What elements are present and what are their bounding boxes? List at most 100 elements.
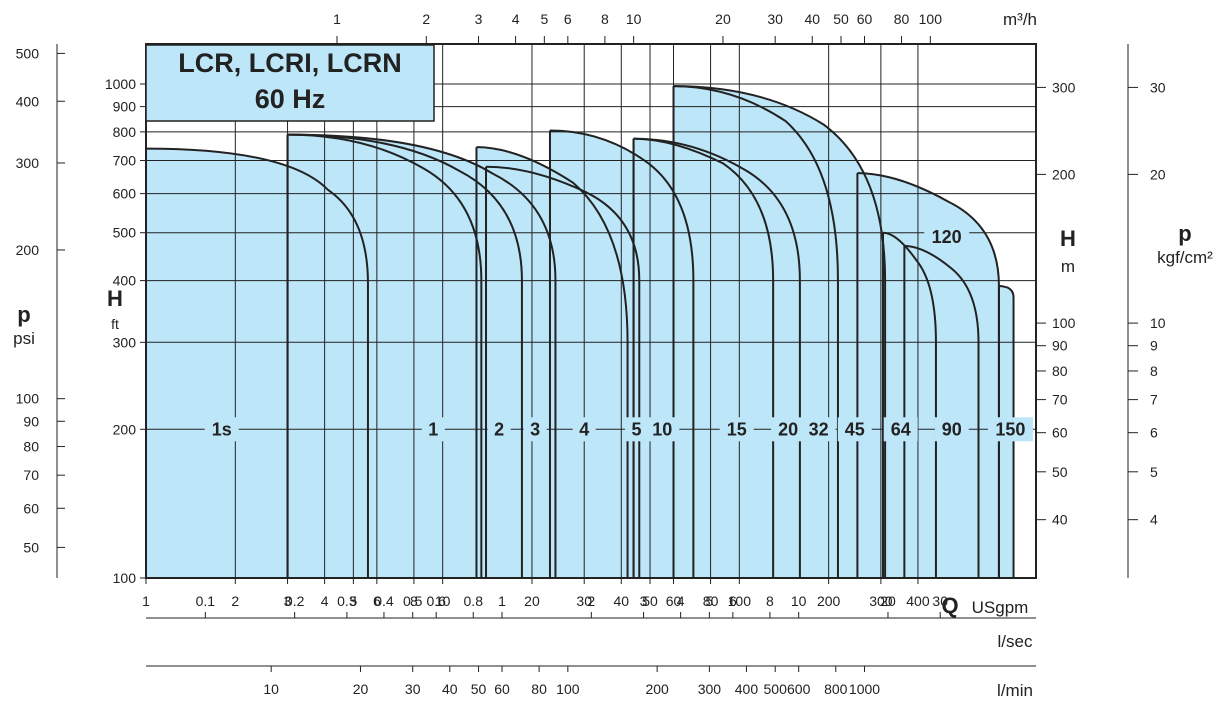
lsec-tick-label-8: 8 — [766, 593, 774, 609]
usgpm-tick-label-400: 400 — [906, 593, 930, 609]
psi-symbol: p — [17, 302, 30, 327]
plot-frame — [145, 43, 1037, 579]
ft-tick-label-200: 200 — [113, 421, 137, 437]
ft-tick-label-700: 700 — [113, 153, 137, 169]
lsec-tick-label-2: 2 — [587, 593, 595, 609]
usgpm-tick-label-20: 20 — [524, 593, 540, 609]
series-label-bg-1 — [421, 417, 445, 442]
series-label-2: 2 — [494, 419, 504, 439]
lmin-tick-label-300: 300 — [698, 681, 722, 697]
ft-tick-label-600: 600 — [113, 186, 137, 202]
lsec-tick-label-0.8: 0.8 — [464, 593, 484, 609]
series-label-bg-15 — [719, 417, 754, 442]
right-h-symbol: H — [1060, 226, 1076, 251]
q-symbol: Q — [941, 593, 958, 618]
lmin-tick-label-10: 10 — [263, 681, 279, 697]
series-label-bg-120 — [924, 225, 970, 250]
series-label-bg-4 — [572, 417, 596, 442]
series-label-45: 45 — [845, 419, 865, 439]
series-label-1: 1 — [428, 419, 438, 439]
series-label-4: 4 — [579, 419, 589, 439]
lmin-tick-label-40: 40 — [442, 681, 458, 697]
curve-line-1s — [145, 147, 369, 578]
curve-line-120 — [857, 172, 1000, 578]
m3h-tick-label-2: 2 — [422, 11, 430, 27]
psi-unit: psi — [13, 329, 35, 348]
ft-tick-label-400: 400 — [113, 273, 137, 289]
kgf-tick-label-9: 9 — [1150, 338, 1158, 354]
m3h-tick-label-100: 100 — [919, 11, 943, 27]
ft-tick-label-500: 500 — [113, 225, 137, 241]
psi-tick-label-400: 400 — [16, 93, 40, 109]
usgpm-tick-label-5: 5 — [349, 593, 357, 609]
m3h-tick-label-8: 8 — [601, 11, 609, 27]
usgpm-tick-label-2: 2 — [231, 593, 239, 609]
m3h-tick-label-40: 40 — [804, 11, 820, 27]
curve-line-1 — [287, 133, 483, 578]
series-label-bg-32 — [801, 417, 836, 442]
lsec-tick-label-0.1: 0.1 — [196, 593, 216, 609]
kgf-tick-label-10: 10 — [1150, 315, 1166, 331]
series-label-bg-1s — [204, 417, 239, 442]
usgpm-tick-label-200: 200 — [817, 593, 841, 609]
series-label-bg-20 — [771, 417, 806, 442]
series-label-3: 3 — [530, 419, 540, 439]
curve-line-32 — [673, 85, 839, 578]
usgpm-tick-label-40: 40 — [613, 593, 629, 609]
series-label-90: 90 — [942, 419, 962, 439]
psi-tick-label-80: 80 — [23, 439, 39, 455]
kgf-unit: kgf/cm² — [1157, 248, 1213, 267]
m3h-tick-label-6: 6 — [564, 11, 572, 27]
series-label-64: 64 — [891, 419, 911, 439]
curve-line-10 — [549, 129, 695, 578]
lmin-tick-label-50: 50 — [471, 681, 487, 697]
lmin-tick-label-100: 100 — [556, 681, 580, 697]
lsec-tick-label-4: 4 — [677, 593, 685, 609]
psi-tick-label-300: 300 — [16, 155, 40, 171]
m-tick-label-90: 90 — [1052, 338, 1068, 354]
left-h-unit: ft — [111, 316, 119, 332]
usgpm-tick-label-3: 3 — [284, 593, 292, 609]
curve-line-150 — [998, 285, 1015, 578]
kgf-tick-label-7: 7 — [1150, 392, 1158, 408]
usgpm-tick-label-80: 80 — [703, 593, 719, 609]
m3h-tick-label-3: 3 — [475, 11, 483, 27]
lmin-tick-label-200: 200 — [645, 681, 669, 697]
usgpm-tick-label-4: 4 — [321, 593, 329, 609]
series-label-bg-3 — [523, 417, 547, 442]
usgpm-tick-label-10: 10 — [435, 593, 451, 609]
kgf-tick-label-30: 30 — [1150, 79, 1166, 95]
psi-tick-label-60: 60 — [23, 500, 39, 516]
series-label-150: 150 — [995, 419, 1025, 439]
right-h-unit: m — [1061, 257, 1075, 276]
curve-line-90 — [904, 244, 980, 578]
kgf-tick-label-5: 5 — [1150, 464, 1158, 480]
m3h-tick-label-50: 50 — [833, 11, 849, 27]
usgpm-tick-label-8: 8 — [410, 593, 418, 609]
usgpm-tick-label-300: 300 — [869, 593, 893, 609]
psi-tick-label-50: 50 — [23, 539, 39, 555]
lmin-tick-label-600: 600 — [787, 681, 811, 697]
curve-line-15 — [633, 137, 775, 578]
curve-line-2 — [287, 133, 523, 578]
series-label-bg-45 — [837, 417, 872, 442]
lmin-tick-label-20: 20 — [353, 681, 369, 697]
top-axis-unit: m³/h — [1003, 10, 1037, 29]
lsec-axis-unit: l/sec — [998, 632, 1033, 651]
ft-tick-label-300: 300 — [113, 334, 137, 350]
lsec-tick-label-0.5: 0.5 — [403, 593, 423, 609]
ft-tick-label-100: 100 — [113, 570, 137, 586]
m3h-tick-label-20: 20 — [715, 11, 731, 27]
pump-curve-lines — [145, 85, 1015, 578]
m-tick-label-50: 50 — [1052, 464, 1068, 480]
chart-subtitle: 60 Hz — [255, 84, 326, 114]
curve-area-120 — [857, 173, 999, 578]
series-label-1s: 1s — [212, 419, 232, 439]
m-tick-label-70: 70 — [1052, 392, 1068, 408]
bottom-axis-unit: USgpm — [972, 598, 1029, 617]
lmin-tick-label-800: 800 — [824, 681, 848, 697]
curve-line-45 — [673, 85, 887, 578]
